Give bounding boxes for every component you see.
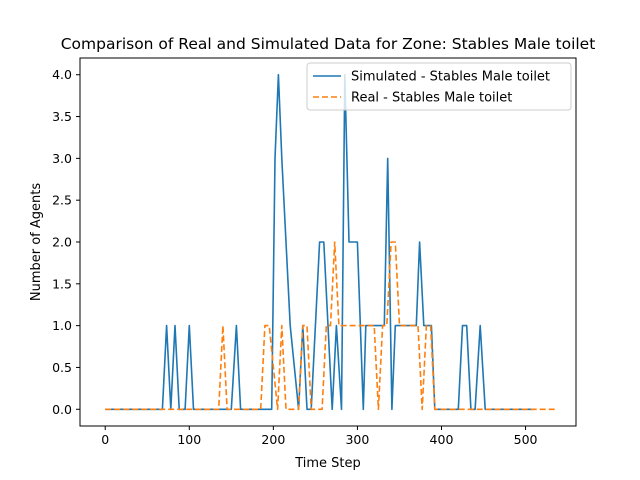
y-axis: 0.0 0.5 1.0 1.5 2.0 2.5 3.0 3.5 4.0 — [52, 67, 80, 417]
series-line-real — [105, 241, 555, 411]
series-line-simulated — [105, 73, 534, 411]
x-tick-label: 0 — [101, 432, 109, 447]
y-axis-title: Number of Agents — [29, 183, 44, 301]
legend-label: Simulated - Stables Male toilet — [351, 70, 550, 85]
y-tick-label: 1.5 — [52, 276, 72, 291]
y-tick-label: 0.5 — [52, 360, 72, 375]
y-tick-label: 2.5 — [52, 193, 72, 208]
y-tick-label: 2.0 — [52, 235, 72, 250]
legend: Simulated - Stables Male toilet Real - St… — [306, 62, 572, 111]
y-tick-label: 0.0 — [52, 402, 72, 417]
x-tick-label: 400 — [430, 432, 454, 447]
x-tick-label: 200 — [261, 432, 285, 447]
x-axis-title: Time Step — [294, 456, 361, 471]
x-axis: 0 100 200 300 400 500 — [101, 426, 538, 447]
x-tick-label: 100 — [177, 432, 201, 447]
x-tick-label: 500 — [514, 432, 538, 447]
legend-box — [306, 62, 572, 111]
legend-label: Real - Stables Male toilet — [351, 91, 512, 106]
y-tick-label: 3.5 — [52, 109, 72, 124]
chart-title: Comparison of Real and Simulated Data fo… — [61, 35, 596, 53]
plot-area-frame — [79, 57, 577, 427]
series-layer — [105, 73, 555, 411]
x-tick-label: 300 — [345, 432, 369, 447]
y-tick-label: 3.0 — [52, 151, 72, 166]
y-tick-label: 4.0 — [52, 67, 72, 82]
y-tick-label: 1.0 — [52, 318, 72, 333]
